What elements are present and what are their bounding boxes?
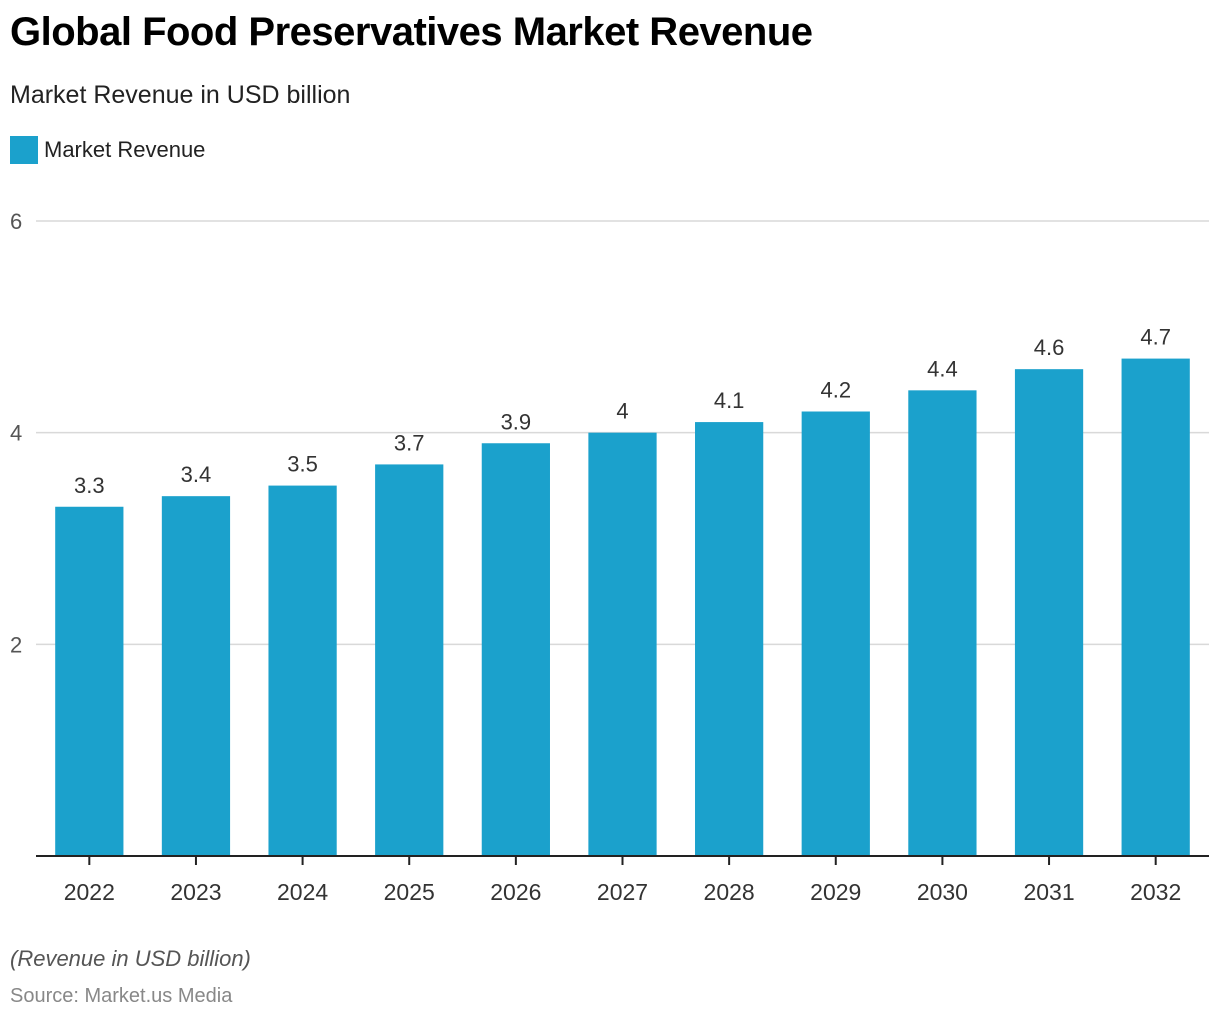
- y-tick-label: 4: [10, 421, 22, 446]
- data-label: 3.3: [74, 473, 105, 498]
- x-tick-label: 2029: [810, 879, 861, 905]
- chart-subtitle: Market Revenue in USD billion: [10, 81, 351, 109]
- chart-title: Global Food Preservatives Market Revenue: [10, 10, 813, 54]
- x-tick-label: 2026: [490, 879, 541, 905]
- data-label: 4.4: [927, 356, 958, 381]
- legend-label: Market Revenue: [44, 137, 206, 162]
- x-tick-label: 2023: [170, 879, 221, 905]
- x-tick-label: 2024: [277, 879, 328, 905]
- bar: [588, 432, 657, 856]
- source-credit: Source: Market.us Media: [10, 985, 233, 1007]
- data-label: 3.4: [181, 462, 212, 487]
- bar: [481, 443, 550, 856]
- legend: Market Revenue: [10, 136, 205, 164]
- y-tick-label: 2: [10, 632, 22, 657]
- bar: [1014, 369, 1084, 856]
- bar: [268, 485, 337, 856]
- x-tick-label: 2031: [1023, 879, 1074, 905]
- x-tick-label: 2022: [64, 879, 115, 905]
- bar: [801, 411, 870, 856]
- x-tick-label: 2030: [917, 879, 968, 905]
- legend-swatch: [10, 136, 38, 164]
- data-label: 4: [616, 399, 628, 424]
- x-tick-label: 2032: [1130, 879, 1181, 905]
- x-tick-label: 2027: [597, 879, 648, 905]
- bar: [375, 464, 444, 856]
- bar: [695, 422, 764, 856]
- x-tick-label: 2025: [384, 879, 435, 905]
- data-label: 3.5: [287, 452, 318, 477]
- bar: [161, 496, 231, 856]
- y-tick-label: 6: [10, 209, 22, 234]
- footnote: (Revenue in USD billion): [10, 946, 251, 971]
- bar: [1121, 358, 1190, 856]
- data-label: 3.9: [501, 409, 532, 434]
- data-label: 4.2: [820, 378, 851, 403]
- data-label: 4.1: [714, 388, 745, 413]
- bar: [55, 506, 124, 856]
- data-label: 4.6: [1034, 335, 1065, 360]
- data-label: 3.7: [394, 430, 425, 455]
- data-label: 4.7: [1140, 325, 1171, 350]
- x-tick-label: 2028: [704, 879, 755, 905]
- bar: [908, 390, 977, 856]
